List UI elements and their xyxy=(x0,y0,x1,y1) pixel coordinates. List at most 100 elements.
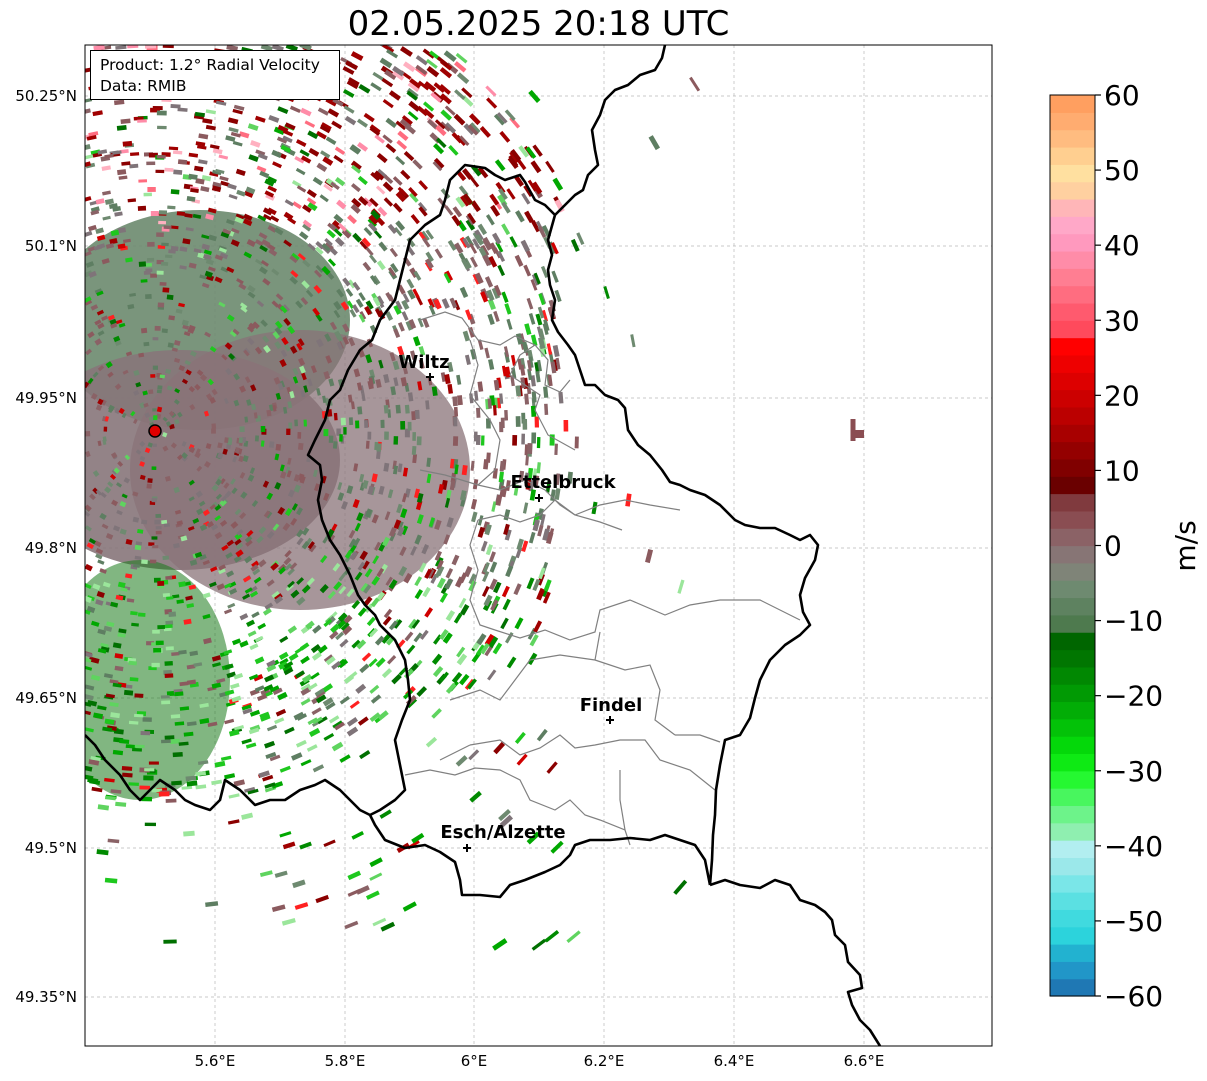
echo-cell xyxy=(181,319,189,327)
echo-cell xyxy=(410,546,417,556)
echo-cell xyxy=(449,480,456,491)
echo-cell xyxy=(212,662,221,668)
lon-tick: 5.6°E xyxy=(195,1052,236,1070)
echo-cell xyxy=(337,482,343,491)
echo-cell xyxy=(279,471,287,479)
echo-cell xyxy=(418,206,428,217)
echo-cell xyxy=(88,224,97,232)
echo-cell xyxy=(570,238,580,252)
echo-cell xyxy=(552,344,560,358)
echo-cell xyxy=(245,186,256,195)
echo-cell xyxy=(99,512,107,521)
echo-cell xyxy=(105,693,116,699)
echo-cell xyxy=(273,376,281,385)
lon-tick-labels: 5.6°E 5.8°E 6°E 6.2°E 6.4°E 6.6°E xyxy=(195,1052,885,1070)
echo-cell xyxy=(468,573,477,585)
echo-cell xyxy=(381,77,394,88)
echo-cell xyxy=(151,662,160,668)
echo-cell xyxy=(504,410,509,421)
echo-cell xyxy=(208,266,216,272)
colorbar-tick-label: 20 xyxy=(1104,379,1140,412)
echo-cell xyxy=(434,519,442,531)
echo-cell xyxy=(100,492,107,499)
colorbar-tick-label: −40 xyxy=(1104,830,1163,863)
echo-cell xyxy=(182,238,191,245)
echo-cell xyxy=(283,667,294,676)
echo-cell xyxy=(219,519,228,527)
echo-cell xyxy=(178,581,186,588)
colorbar-band xyxy=(1050,216,1095,235)
echo-cell xyxy=(542,528,550,541)
echo-cell xyxy=(239,426,245,433)
echo-cell xyxy=(86,135,97,141)
echo-cell xyxy=(173,357,181,364)
echo-cell xyxy=(455,52,468,64)
echo-cell xyxy=(194,383,201,391)
echo-cell xyxy=(110,229,120,237)
echo-cell xyxy=(484,524,492,536)
echo-cell xyxy=(247,123,259,131)
echo-cell xyxy=(547,374,553,387)
echo-cell xyxy=(264,190,275,198)
echo-cell xyxy=(202,592,211,599)
echo-cell xyxy=(338,585,347,595)
echo-cell xyxy=(292,201,302,210)
echo-cell xyxy=(567,471,573,484)
echo-cell xyxy=(257,214,267,222)
echo-cell xyxy=(487,669,497,681)
echo-cell xyxy=(456,646,466,658)
echo-cell xyxy=(233,399,240,407)
echo-cell xyxy=(183,618,192,625)
echo-cell xyxy=(428,305,436,316)
echo-cell xyxy=(295,739,307,748)
echo-cell xyxy=(120,587,128,592)
echo-cell xyxy=(293,474,301,482)
echo-cell xyxy=(162,445,169,452)
echo-cell xyxy=(85,608,91,615)
echo-cell xyxy=(489,193,500,206)
echo-cell xyxy=(391,673,402,685)
echo-cell xyxy=(298,357,306,366)
echo-cell xyxy=(176,599,184,604)
echo-cell xyxy=(95,227,104,235)
echo-cell xyxy=(402,467,409,477)
echo-cell xyxy=(339,638,349,648)
echo-cell xyxy=(469,243,478,254)
echo-cell xyxy=(282,522,291,531)
echo-cell xyxy=(300,297,309,306)
echo-cell xyxy=(300,655,310,665)
echo-cell xyxy=(195,490,203,498)
echo-cell xyxy=(109,238,118,245)
echo-cell xyxy=(400,525,409,536)
echo-cell xyxy=(227,819,240,825)
echo-cell xyxy=(145,294,152,300)
echo-cell xyxy=(342,625,353,636)
echo-cell xyxy=(277,506,286,516)
echo-cell xyxy=(231,487,238,495)
echo-cell xyxy=(97,705,107,711)
echo-cell xyxy=(255,149,266,157)
echo-cell xyxy=(110,601,119,608)
echo-cell xyxy=(287,489,295,498)
colorbar-band xyxy=(1050,770,1095,789)
echo-cell xyxy=(164,624,173,629)
echo-cell xyxy=(274,453,280,461)
echo-cell xyxy=(505,565,514,578)
echo-cell xyxy=(439,592,448,603)
echo-cell xyxy=(246,529,254,537)
colorbar-band xyxy=(1050,250,1095,269)
echo-cell xyxy=(313,284,322,294)
echo-cell xyxy=(246,238,256,248)
echo-cell xyxy=(502,598,511,611)
echo-cell xyxy=(220,231,230,239)
echo-cell xyxy=(424,607,434,618)
echo-cell xyxy=(235,213,245,220)
echo-cell xyxy=(112,749,124,756)
echo-cell xyxy=(384,511,391,521)
echo-cell xyxy=(85,230,93,238)
echo-cell xyxy=(286,470,292,478)
echo-cell xyxy=(376,591,386,602)
echo-cell xyxy=(97,804,110,811)
echo-cell xyxy=(491,232,502,245)
echo-cell xyxy=(240,491,248,499)
